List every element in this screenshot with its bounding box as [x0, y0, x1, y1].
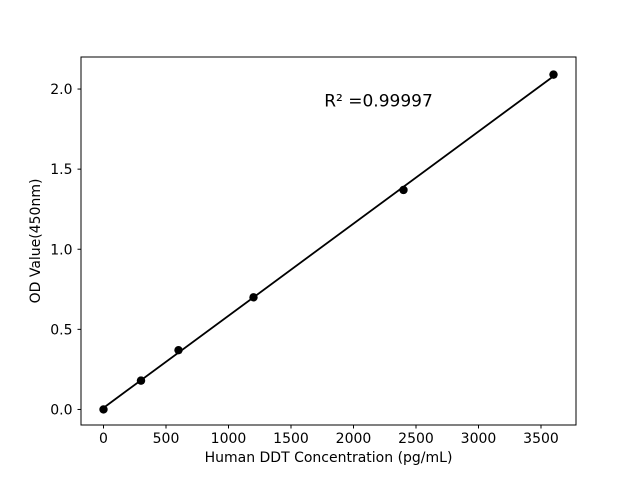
data-series-layer [99, 70, 558, 414]
y-tick-label: 2.0 [50, 82, 72, 98]
plot-frame [80, 56, 577, 426]
y-tick-label: 0.0 [50, 402, 72, 418]
data-point-marker [549, 70, 558, 79]
x-tick-label: 3000 [461, 431, 497, 447]
fit-line [102, 75, 555, 409]
x-tick-label: 2000 [336, 431, 372, 447]
x-tick-label: 0 [99, 431, 108, 447]
data-point-marker [174, 345, 183, 355]
x-tick-label: 1500 [273, 431, 309, 447]
x-tick-label: 2500 [398, 431, 434, 447]
data-point-marker [136, 376, 146, 385]
y-tick-label: 0.5 [50, 322, 72, 338]
data-point-marker [249, 293, 258, 302]
x-axis-label: Human DDT Concentration (pg/mL) [205, 450, 453, 466]
x-tick-label: 1000 [211, 431, 247, 447]
axes-frame: 0 500 1000 1500 2000 2500 3000 3500 0.0 0.5 1.0 1.5… [50, 56, 577, 447]
x-tick-label: 3500 [523, 431, 559, 447]
x-tick-label: 500 [153, 431, 180, 447]
y-tick-label: 1.0 [50, 242, 72, 258]
y-tick-label: 1.5 [50, 162, 72, 178]
r-squared-annotation: R² =0.99997 [324, 91, 433, 111]
data-point-marker [99, 405, 108, 414]
data-point-marker [399, 185, 408, 195]
y-axis-label: OD Value(450nm) [28, 179, 44, 304]
